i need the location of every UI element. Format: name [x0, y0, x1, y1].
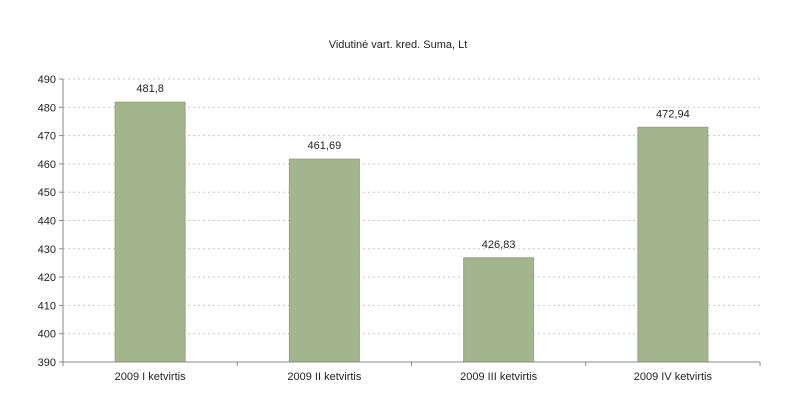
bars — [114, 101, 709, 363]
bar — [463, 257, 535, 363]
data-label: 481,8 — [136, 83, 164, 95]
y-tick-label: 480 — [38, 102, 56, 114]
y-tick-label: 490 — [38, 74, 56, 86]
category-label: 2009 III ketvirtis — [460, 371, 538, 383]
y-tick-label: 390 — [38, 357, 56, 369]
category-label: 2009 I ketvirtis — [115, 371, 186, 383]
chart-title: Vidutinė vart. kred. Suma, Lt — [329, 39, 468, 51]
category-label: 2009 IV ketvirtis — [634, 371, 713, 383]
y-tick-label: 440 — [38, 216, 56, 228]
y-tick-label: 450 — [38, 187, 56, 199]
labels: 390 400 410 420 430 440 450 460 470 480 490 481,8 20… — [38, 74, 713, 383]
bar — [288, 158, 360, 363]
category-label: 2009 II ketvirtis — [287, 371, 361, 383]
bar — [114, 101, 186, 363]
data-label: 426,83 — [482, 239, 516, 251]
axes — [59, 78, 761, 366]
y-tick-label: 420 — [38, 272, 56, 284]
y-tick-label: 460 — [38, 159, 56, 171]
bar — [637, 126, 709, 363]
y-tick-label: 430 — [38, 244, 56, 256]
data-label: 461,69 — [308, 140, 342, 152]
y-tick-label: 470 — [38, 131, 56, 143]
data-label: 472,94 — [656, 108, 690, 120]
y-tick-label: 400 — [38, 329, 56, 341]
y-tick-label: 410 — [38, 300, 56, 312]
